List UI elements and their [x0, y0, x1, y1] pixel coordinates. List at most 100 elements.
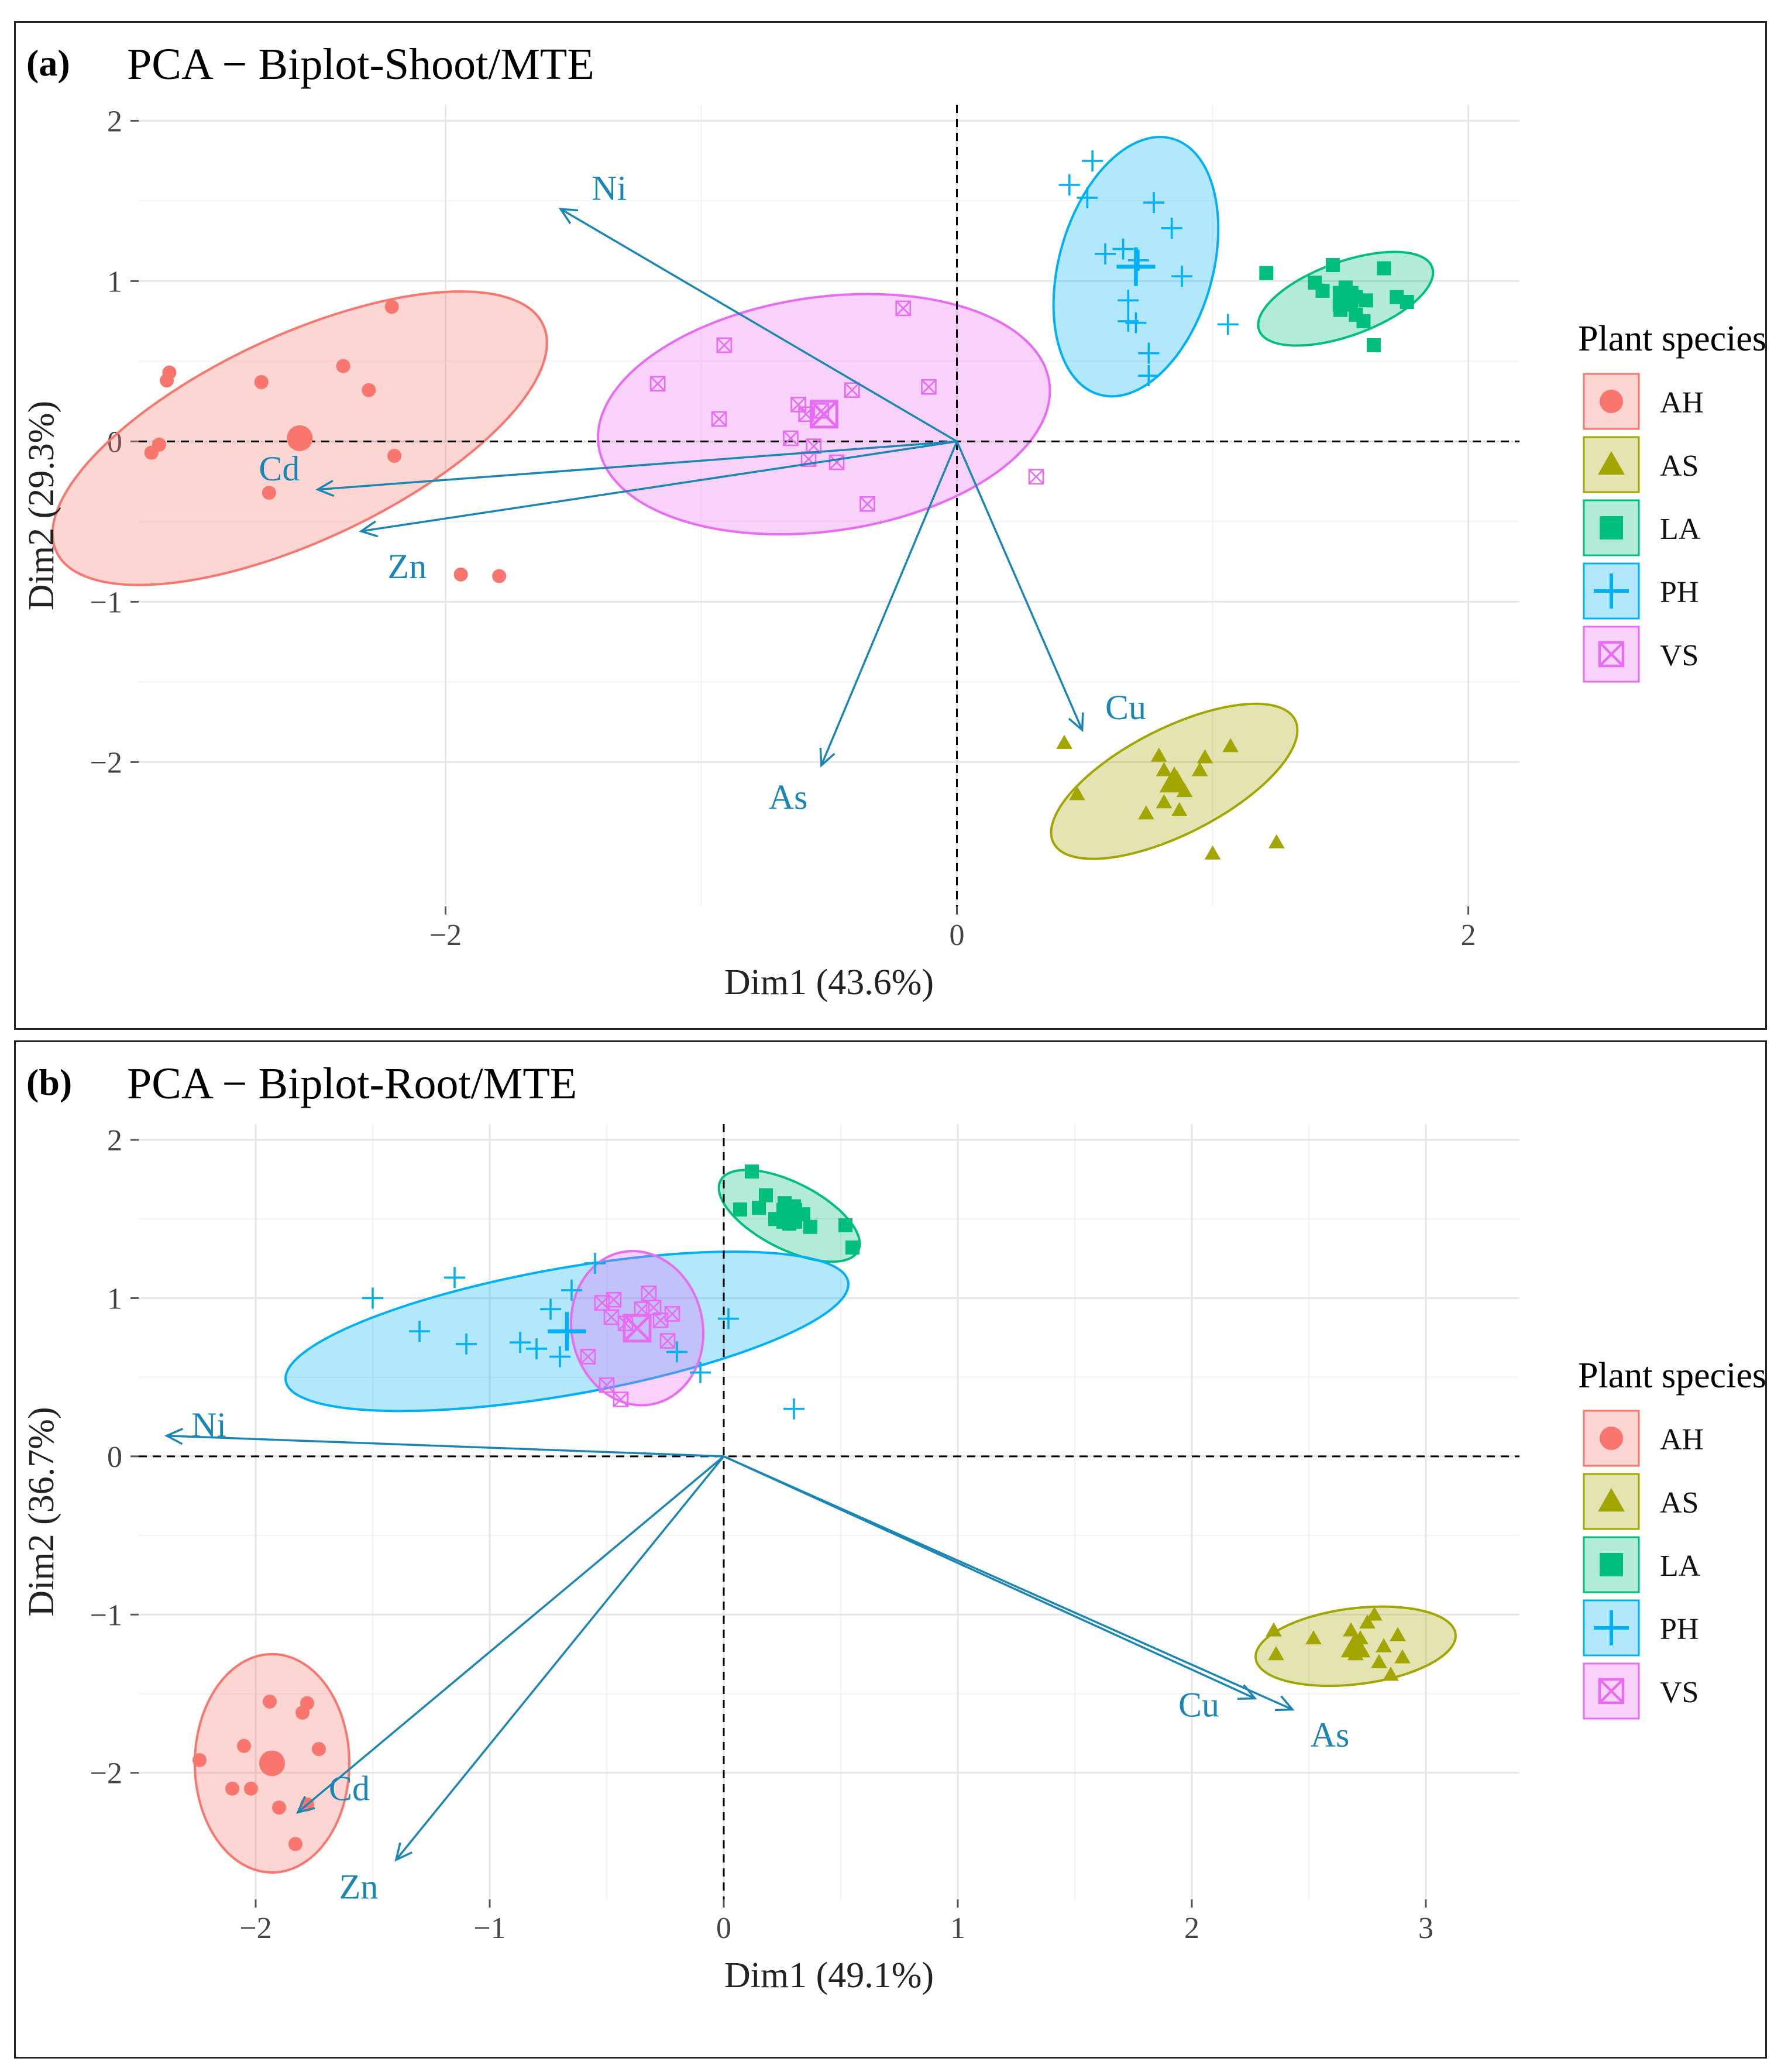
point-ph: [718, 1308, 739, 1329]
point-ph: [1138, 342, 1160, 364]
variable-label-cu: Cu: [1105, 688, 1146, 727]
y-tick-label: 2: [107, 1124, 122, 1157]
point-la: [1315, 283, 1330, 298]
legend-label-la: LA: [1660, 513, 1701, 546]
minor-gridlines: [139, 105, 1519, 906]
y-tick-label: −2: [90, 1757, 122, 1791]
variable-label-ni: Ni: [191, 1406, 226, 1444]
point-as: [1394, 1649, 1411, 1664]
variable-label-as: As: [1311, 1716, 1350, 1754]
panel-b-root-biplot: (b) PCA − Biplot-Root/MTE −2 −1 0 1 2 3 −2 −1 0 1 2 N…: [14, 1040, 1767, 2059]
point-la: [745, 1164, 759, 1179]
point-as: [1390, 1627, 1406, 1641]
y-tick-label: 2: [107, 105, 122, 138]
point-as: [1268, 1646, 1284, 1661]
point-ph: [585, 1252, 606, 1274]
point-vs: [613, 1391, 629, 1407]
point-as: [1359, 1614, 1376, 1629]
variable-label-cu: Cu: [1178, 1685, 1219, 1724]
arrow-cd: [295, 1455, 725, 1814]
point-vs: [606, 1291, 622, 1308]
legend-label-as: AS: [1660, 1486, 1699, 1520]
point-vs: [844, 382, 860, 398]
point-vs: [652, 1312, 669, 1328]
point-ah: [387, 449, 402, 463]
y-tick-label: −2: [90, 746, 122, 779]
point-ah: [336, 359, 350, 373]
point-as: [1204, 845, 1221, 860]
point-vs: [659, 1333, 676, 1349]
panel-a-shoot-biplot: (a) PCA − Biplot-Shoot/MTE −2 0 2 −2 −1 0 1 2 Ni Cd…: [14, 21, 1767, 1030]
point-ph: [510, 1332, 531, 1353]
point-vs: [790, 397, 806, 413]
point-as: [1156, 762, 1173, 776]
panel-label: (a): [26, 42, 70, 84]
point-as: [1383, 1666, 1399, 1681]
point-ph: [1082, 150, 1103, 171]
point-ah: [160, 373, 174, 388]
point-ah: [225, 1781, 239, 1796]
point-ah: [244, 1781, 258, 1796]
chart-b-svg: (b) PCA − Biplot-Root/MTE −2 −1 0 1 2 3 −2 −1 0 1 2 N…: [22, 1059, 1765, 1995]
point-ph: [690, 1362, 711, 1383]
point-ph: [1112, 238, 1134, 260]
arrow-ni: [558, 208, 958, 442]
point-ah: [144, 445, 159, 460]
variable-arrows: [164, 1428, 1295, 1862]
arrow-as: [723, 1455, 1295, 1712]
point-ph: [1143, 192, 1165, 214]
y-axis-title: Dim2 (29.3%): [22, 401, 61, 610]
x-axis-title: Dim1 (43.6%): [724, 963, 934, 1002]
point-as: [1371, 1654, 1387, 1668]
y-tick-label: −1: [90, 586, 122, 619]
y-tick-label: 0: [107, 1441, 122, 1474]
point-la: [1359, 293, 1373, 308]
legend-marker-ph: [1594, 1610, 1629, 1645]
legend-label-ph: PH: [1660, 1613, 1699, 1646]
point-ph: [666, 1341, 687, 1363]
panel-label: (b): [26, 1061, 72, 1103]
point-as: [1171, 802, 1188, 816]
legend-marker-vs: [1598, 641, 1625, 668]
point-la: [1377, 261, 1391, 276]
x-axis-title: Dim1 (49.1%): [724, 1956, 934, 1995]
x-tick-label: −1: [473, 1912, 506, 1945]
point-ph: [561, 1279, 582, 1301]
point-la: [759, 1188, 773, 1202]
chart-a-svg: (a) PCA − Biplot-Shoot/MTE−2 0 2−2−1012NiCd…: [22, 40, 1765, 1002]
legend-marker-ah: [1600, 1427, 1623, 1450]
point-ph: [456, 1333, 477, 1355]
legend-key-as: [1583, 1473, 1640, 1530]
point-ah: [288, 1837, 302, 1851]
point-as: [1056, 734, 1072, 749]
point-ph: [409, 1321, 430, 1342]
variable-label-zn: Zn: [388, 547, 427, 586]
point-ah: [295, 1705, 310, 1720]
point-as: [1305, 1630, 1322, 1645]
legend-label-ah: AH: [1660, 1423, 1704, 1456]
x-tick-label: 2: [1184, 1912, 1199, 1945]
centroid-ah: [287, 425, 313, 451]
y-tick-label: 1: [107, 1282, 122, 1315]
point-la: [1366, 338, 1381, 352]
legend-marker-la: [1600, 1553, 1623, 1576]
point-la: [803, 1219, 817, 1234]
point-as: [1138, 805, 1154, 820]
variable-label-cd: Cd: [259, 449, 300, 488]
minor-gridlines: [139, 1124, 1519, 1899]
legend: Plant species AH AS LA PH VS: [1578, 319, 1765, 683]
point-ph: [1095, 243, 1116, 264]
point-ph: [1138, 365, 1160, 387]
legend-marker-as: [1598, 451, 1625, 475]
point-vs: [711, 411, 727, 427]
x-tick-label: −2: [429, 919, 462, 952]
point-as: [1376, 1638, 1392, 1652]
centroid-ph: [1116, 247, 1156, 286]
point-as: [1266, 1622, 1282, 1637]
point-vs: [921, 379, 937, 395]
point-vs: [716, 337, 733, 353]
variable-label-zn: Zn: [339, 1867, 379, 1906]
point-ah: [254, 375, 269, 390]
legend-marker-as: [1598, 1488, 1625, 1512]
point-as: [1366, 1606, 1383, 1621]
